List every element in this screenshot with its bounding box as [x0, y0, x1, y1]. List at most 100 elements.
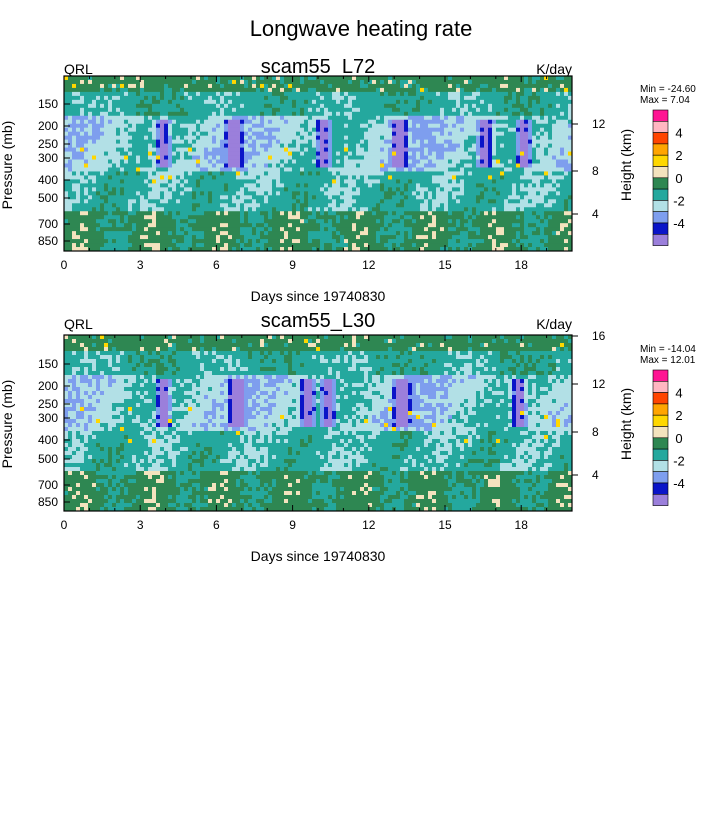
contour-cell: [192, 159, 197, 164]
contour-cell: [196, 107, 201, 113]
contour-cell: [384, 99, 389, 105]
contour-cell: [312, 187, 317, 192]
contour-cell: [136, 79, 141, 85]
contour-cell: [268, 199, 273, 204]
contour-cell: [364, 91, 369, 97]
contour-cell: [412, 79, 417, 85]
contour-cell: [396, 171, 401, 176]
contour-cell: [288, 147, 293, 152]
contour-cell: [104, 91, 109, 97]
contour-cell: [88, 127, 93, 133]
contour-cell: [244, 107, 249, 113]
contour-cell: [124, 91, 129, 97]
contour-cell: [312, 151, 317, 156]
contour-cell: [64, 139, 69, 145]
contour-cell: [356, 103, 361, 109]
contour-cell: [72, 159, 77, 164]
contour-cell: [396, 83, 401, 89]
contour-cell: [76, 223, 81, 228]
contour-cell: [396, 99, 401, 105]
contour-cell: [276, 99, 281, 105]
contour-plot: [64, 76, 573, 252]
contour-cell: [428, 99, 433, 105]
contour-cell: [224, 79, 229, 85]
contour-cell: [208, 171, 213, 176]
contour-cell: [356, 183, 361, 188]
contour-cell: [272, 83, 277, 89]
contour-cell: [160, 91, 165, 97]
contour-cell: [476, 99, 481, 105]
contour-cell: [112, 123, 117, 129]
contour-cell: [164, 207, 169, 212]
contour-cell: [436, 163, 441, 168]
contour-cell: [280, 239, 285, 244]
contour-cell: [260, 135, 265, 141]
contour-cell: [184, 155, 189, 160]
contour-cell: [284, 151, 289, 156]
contour-cell: [244, 207, 249, 212]
contour-cell: [268, 135, 273, 141]
contour-cell: [512, 95, 517, 101]
contour-cell: [412, 199, 417, 204]
contour-cell: [248, 211, 253, 216]
contour-cell: [416, 115, 421, 121]
contour-cell: [132, 227, 137, 232]
contour-cell: [248, 143, 253, 148]
contour-cell: [496, 191, 501, 196]
contour-cell: [296, 247, 301, 252]
contour-cell: [76, 199, 81, 204]
contour-cell: [264, 195, 269, 200]
contour-cell: [120, 115, 125, 121]
contour-cell: [244, 155, 249, 160]
contour-cell: [72, 95, 77, 101]
contour-cell: [212, 111, 217, 117]
contour-cell: [104, 199, 109, 204]
contour-cell: [220, 107, 225, 113]
contour-cell: [248, 131, 253, 137]
contour-cell: [436, 195, 441, 200]
contour-cell: [312, 231, 317, 236]
contour-cell: [240, 183, 245, 188]
contour-cell: [280, 211, 285, 216]
contour-cell: [428, 215, 433, 220]
contour-cell: [308, 103, 313, 109]
contour-cell: [492, 231, 497, 236]
contour-cell: [312, 183, 317, 188]
contour-cell: [500, 171, 505, 176]
contour-cell: [244, 147, 249, 152]
contour-cell: [244, 91, 249, 97]
contour-cell: [92, 175, 97, 180]
contour-cell: [384, 151, 389, 156]
contour-cell: [304, 243, 309, 248]
contour-cell: [152, 99, 157, 105]
contour-cell: [440, 163, 445, 168]
contour-cell: [148, 211, 153, 216]
contour-cell: [148, 135, 153, 141]
contour-cell: [212, 119, 217, 125]
contour-cell: [264, 211, 269, 216]
contour-cell: [136, 207, 141, 212]
contour-cell: [264, 235, 269, 240]
contour-cell: [120, 151, 125, 156]
contour-cell: [316, 211, 321, 216]
contour-cell: [424, 119, 429, 125]
contour-cell: [256, 91, 261, 97]
contour-cell: [488, 179, 493, 184]
contour-cell: [240, 235, 245, 240]
contour-cell: [112, 115, 117, 121]
contour-cell: [368, 227, 373, 232]
contour-cell: [196, 119, 201, 125]
contour-cell: [204, 167, 209, 172]
contour-cell: [448, 155, 453, 160]
contour-cell: [448, 239, 453, 244]
contour-cell: [424, 223, 429, 228]
contour-cell: [184, 211, 189, 216]
contour-cell: [268, 99, 273, 105]
contour-cell: [300, 163, 305, 168]
contour-cell: [432, 211, 437, 216]
contour-cell: [284, 191, 289, 196]
contour-cell: [92, 143, 97, 148]
contour-cell: [240, 79, 245, 85]
contour-cell: [416, 111, 421, 117]
contour-cell: [104, 191, 109, 196]
